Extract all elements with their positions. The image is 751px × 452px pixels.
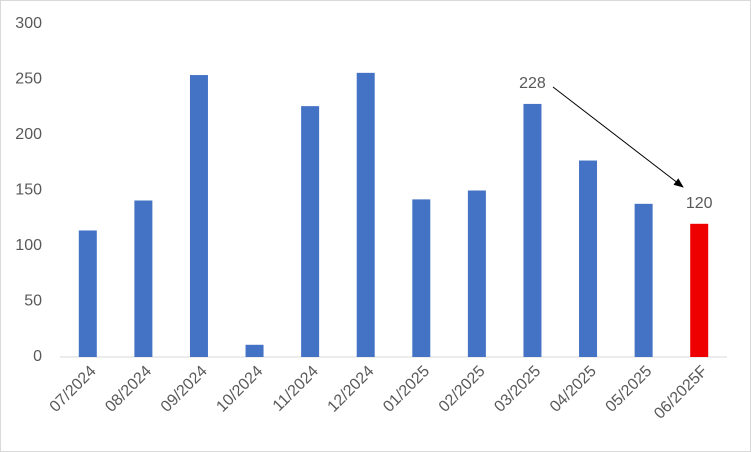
- y-tick-label: 300: [15, 15, 42, 32]
- bar: [134, 200, 153, 357]
- y-tick-label: 50: [24, 293, 42, 310]
- bar: [412, 199, 431, 357]
- bar: [301, 106, 320, 357]
- annotation-arrow: [552, 86, 684, 188]
- bar: [690, 223, 709, 357]
- bar: [579, 160, 598, 357]
- data-label: 120: [686, 195, 713, 212]
- bar: [467, 190, 486, 357]
- y-tick-label: 250: [15, 71, 42, 88]
- bar: [189, 75, 208, 357]
- bar: [245, 344, 264, 357]
- y-tick-label: 200: [15, 126, 42, 143]
- bar: [523, 103, 542, 357]
- y-tick-label: 100: [15, 237, 42, 254]
- y-tick-label: 0: [33, 348, 42, 365]
- y-tick-label: 150: [15, 182, 42, 199]
- bar: [634, 203, 653, 357]
- data-label: 228: [519, 75, 546, 92]
- bar: [78, 230, 97, 357]
- bar: [356, 72, 375, 357]
